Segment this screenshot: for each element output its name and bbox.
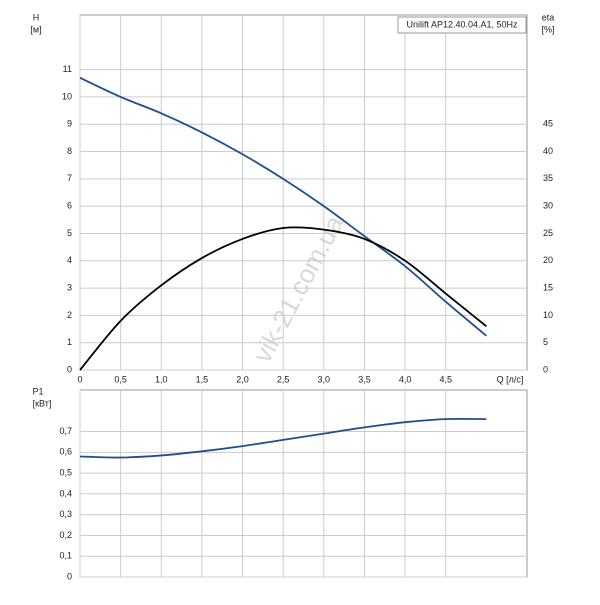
x-tick-label: 2,0 bbox=[236, 374, 249, 384]
y-tick-label: 0,3 bbox=[59, 509, 72, 519]
curve bbox=[79, 76, 487, 337]
y-tick-label: 1 bbox=[67, 337, 72, 347]
y-tick-label: 0,1 bbox=[59, 551, 72, 561]
y2-tick-label: 40 bbox=[543, 146, 553, 156]
y2-tick-label: 45 bbox=[543, 119, 553, 129]
y-tick-label: 0,5 bbox=[59, 467, 72, 477]
y2-tick-label: 30 bbox=[543, 201, 553, 211]
curve bbox=[79, 417, 487, 459]
y-tick-label: 11 bbox=[63, 64, 72, 74]
x-tick-label: 0 bbox=[77, 374, 82, 384]
y-tick-label: 5 bbox=[67, 228, 72, 238]
y-tick-label: 7 bbox=[67, 173, 72, 183]
y2-tick-label: 0 bbox=[543, 364, 548, 374]
y-tick-label: 8 bbox=[67, 146, 72, 156]
x-axis-label: Q [л/с] bbox=[497, 374, 524, 384]
curve bbox=[79, 226, 487, 371]
y-axis-unit: [м] bbox=[30, 24, 41, 34]
x-tick-label: 4,0 bbox=[399, 374, 412, 384]
legend-text: Unilift AP12.40.04.A1, 50Hz bbox=[406, 19, 518, 29]
y-tick-label: 0,6 bbox=[59, 447, 72, 457]
y2-tick-label: 20 bbox=[543, 255, 553, 265]
y2-axis-unit: [%] bbox=[541, 24, 554, 34]
y2-tick-label: 35 bbox=[543, 173, 553, 183]
y-tick-label: 9 bbox=[67, 119, 72, 129]
x-tick-label: 2,5 bbox=[277, 374, 290, 384]
x-tick-label: 0,5 bbox=[114, 374, 127, 384]
x-tick-label: 3,0 bbox=[318, 374, 331, 384]
legend-box bbox=[397, 16, 527, 34]
y-tick-label: 4 bbox=[67, 255, 72, 265]
y-axis-label: H bbox=[33, 12, 40, 22]
y-tick-label: 0,7 bbox=[59, 426, 72, 436]
x-tick-label: 4,5 bbox=[439, 374, 452, 384]
x-tick-label: 3,5 bbox=[358, 374, 371, 384]
y2-tick-label: 15 bbox=[543, 282, 553, 292]
y-axis-label: P1 bbox=[32, 386, 43, 396]
y-tick-label: 0,4 bbox=[59, 488, 72, 498]
y-tick-label: 0,2 bbox=[59, 530, 72, 540]
y-tick-label: 2 bbox=[67, 310, 72, 320]
x-tick-label: 1,5 bbox=[196, 374, 209, 384]
y-tick-label: 10 bbox=[62, 91, 72, 101]
y2-tick-label: 25 bbox=[543, 228, 553, 238]
y2-tick-label: 5 bbox=[543, 337, 548, 347]
y-tick-label: 0 bbox=[67, 571, 72, 581]
x-tick-label: 1,0 bbox=[155, 374, 168, 384]
y-tick-label: 3 bbox=[67, 282, 72, 292]
y2-tick-label: 10 bbox=[543, 310, 553, 320]
y-tick-label: 0 bbox=[67, 364, 72, 374]
y-tick-label: 6 bbox=[67, 201, 72, 211]
y2-axis-label: eta bbox=[542, 12, 555, 22]
y-axis-unit: [кВт] bbox=[33, 398, 52, 408]
